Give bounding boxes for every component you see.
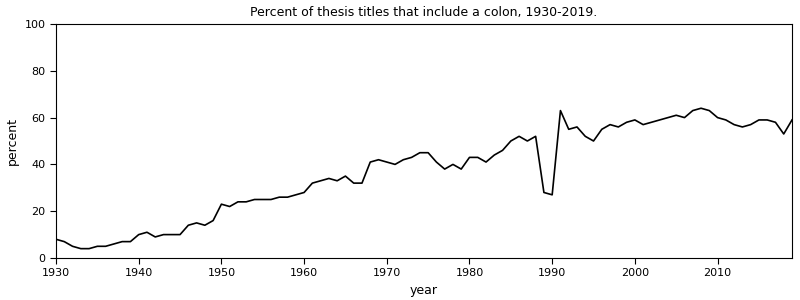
X-axis label: year: year [410, 284, 438, 297]
Title: Percent of thesis titles that include a colon, 1930-2019.: Percent of thesis titles that include a … [250, 6, 598, 19]
Y-axis label: percent: percent [6, 117, 19, 165]
